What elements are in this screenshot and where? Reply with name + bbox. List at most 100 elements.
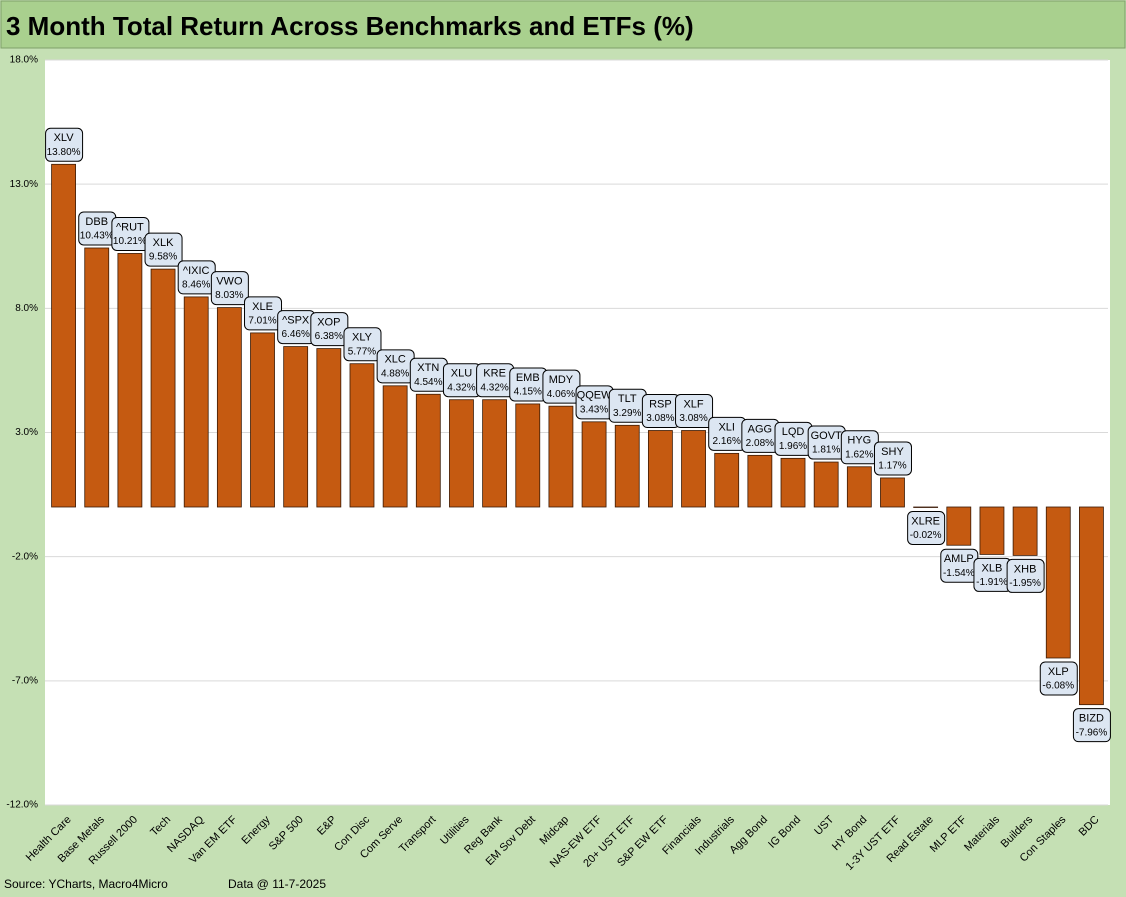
ticker-label: AGG [748,423,772,435]
ticker-label: XLY [352,332,373,344]
bar [913,506,939,508]
ticker-label: ^IXIC [183,265,210,277]
ticker-label: XLE [252,301,273,313]
value-label: 8.03% [215,290,243,301]
ticker-label: BIZD [1079,713,1104,725]
value-label: 4.06% [547,389,575,400]
value-label: 5.77% [348,346,376,357]
bar [449,399,474,508]
ticker-label: RSP [649,398,672,410]
ticker-label: XLRE [911,515,940,527]
label-box [1072,708,1111,743]
bar [747,454,773,508]
value-label: -1.91% [976,577,1008,588]
ticker-label: ^RUT [116,221,144,233]
bar [780,457,806,508]
bar [84,247,110,508]
bar [681,430,706,508]
bar [51,163,76,508]
bar [614,424,640,508]
value-label: -1.54% [943,568,975,579]
value-label: 6.38% [315,331,343,342]
bar [150,268,176,508]
ticker-label: XLP [1048,666,1069,678]
ticker-label: DBB [85,216,108,228]
ticker-label: XTN [417,362,439,374]
value-label: 4.54% [414,377,442,388]
y-tick-label: 18.0% [10,55,38,66]
value-label: -6.08% [1042,681,1074,692]
chart-title: 3 Month Total Return Across Benchmarks a… [6,11,694,41]
value-label: 3.08% [679,413,707,424]
y-tick-label: -2.0% [12,551,38,562]
ticker-label: ^SPX [282,314,310,326]
bar [316,348,342,508]
value-label: 10.21% [113,236,147,247]
bar [250,332,275,508]
bar [117,253,143,508]
label-box [1039,661,1078,696]
value-label: 4.15% [514,387,542,398]
ticker-label: KRE [483,368,506,380]
source: Source: YCharts, Macro4Micro [4,877,168,891]
y-tick-label: 8.0% [15,303,38,314]
value-label: 2.16% [713,436,741,447]
value-label: 13.80% [47,147,81,158]
ticker-label: HYG [847,435,871,447]
label-box [873,441,912,476]
y-tick-label: -12.0% [6,800,38,811]
value-label: -7.96% [1076,727,1108,738]
bar [382,385,408,508]
value-label: 3.43% [580,404,608,415]
label-box [210,271,249,306]
value-label: 10.43% [80,231,114,242]
ticker-label: XLF [683,398,703,410]
bar [482,399,508,508]
ticker-label: QQEW [577,390,612,402]
bar [846,466,872,508]
ticker-label: SHY [881,446,904,458]
value-label: 1.81% [812,445,840,456]
bar [283,346,309,508]
ticker-label: MDY [549,374,574,386]
value-label: 1.62% [845,449,873,460]
bar [714,452,740,508]
value-label: 7.01% [248,316,276,327]
bar [349,363,375,508]
value-label: -0.02% [910,530,942,541]
y-tick-label: 13.0% [10,179,38,190]
bar [548,405,574,508]
data-date: Data @ 11-7-2025 [228,877,326,891]
bar [183,296,209,508]
ticker-label: EMB [516,372,540,384]
label-box [144,232,183,267]
ticker-label: XLI [718,421,735,433]
bar [216,307,242,508]
ticker-label: LQD [782,426,805,438]
bar [581,421,607,508]
bar [647,430,673,508]
value-label: 8.46% [182,280,210,291]
value-label: 4.32% [447,382,475,393]
value-label: 3.08% [646,413,674,424]
title-bar [0,0,1126,49]
ticker-label: XLU [451,368,472,380]
y-tick-label: -7.0% [12,675,38,686]
ticker-label: GOVT [811,430,842,442]
value-label: 4.88% [381,368,409,379]
ticker-label: XOP [317,316,340,328]
ticker-label: XLK [153,237,174,249]
ticker-label: XHB [1014,563,1037,575]
ticker-label: VWO [216,275,243,287]
value-label: 6.46% [281,329,309,340]
ticker-label: XLB [982,562,1003,574]
label-box [907,510,946,545]
bar [813,461,839,508]
ticker-label: AMLP [944,553,974,565]
bar [979,506,1005,555]
ticker-label: XLV [54,132,75,144]
value-label: 4.32% [480,382,508,393]
bar [415,393,441,508]
